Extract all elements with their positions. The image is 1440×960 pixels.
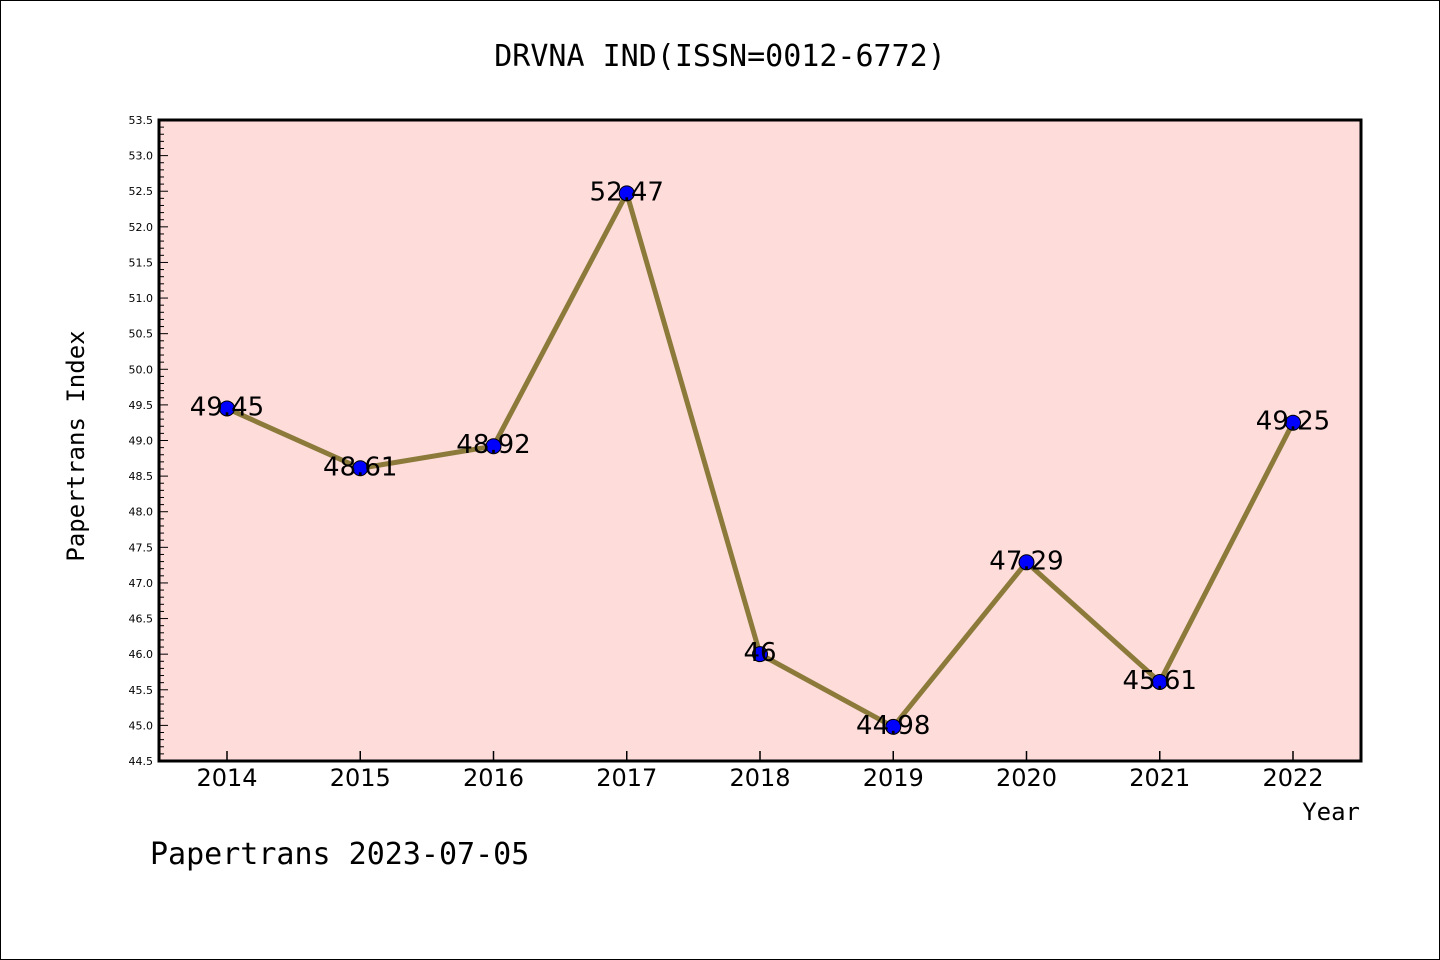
data-label: 49.25 (1256, 407, 1330, 437)
x-tick-label: 2014 (196, 764, 257, 792)
x-axis: 2014 2015 2016 2017 2018 2019 2020 2021 2022 (196, 751, 1324, 792)
y-tick-label: 47.0 (129, 577, 154, 590)
data-point (1285, 414, 1301, 431)
y-tick-label: 49.0 (129, 435, 154, 448)
x-tick-label: 2016 (463, 764, 524, 792)
data-point (618, 185, 635, 202)
data-label: 47.29 (989, 546, 1063, 576)
y-tick-label: 50.5 (129, 328, 154, 341)
data-label: 48.92 (456, 430, 530, 460)
x-tick-label: 2021 (1129, 764, 1190, 792)
y-axis-label: Papertrans Index (62, 330, 90, 561)
y-tick-label: 49.5 (129, 399, 154, 412)
data-point (885, 718, 902, 735)
data-label: 49.45 (190, 392, 264, 422)
y-axis: 44.5 45.0 45.5 46.0 46.5 47.0 47.5 48.0 48.5 49.0… (129, 114, 168, 768)
y-tick-label: 52.0 (129, 221, 154, 234)
data-label: 44.98 (856, 711, 930, 741)
data-point (752, 646, 768, 663)
y-tick-label: 46.5 (129, 613, 154, 626)
series-markers (219, 185, 1301, 735)
y-tick-label: 48.0 (129, 506, 154, 519)
y-tick-label: 46.0 (129, 648, 154, 661)
y-tick-label: 53.0 (129, 150, 154, 163)
y-tick-label: 50.0 (129, 363, 154, 376)
data-label: 48.61 (323, 452, 397, 482)
data-point (1018, 554, 1035, 571)
x-axis-label: Year (1302, 798, 1360, 826)
y-tick-label: 51.0 (129, 292, 154, 305)
x-tick-label: 2022 (1262, 764, 1323, 792)
y-tick-label: 44.5 (129, 755, 154, 768)
data-point (219, 400, 235, 417)
x-tick-label: 2018 (729, 764, 790, 792)
y-tick-label: 48.5 (129, 470, 154, 483)
data-label: 45.61 (1123, 666, 1197, 696)
y-tick-label: 45.5 (129, 684, 154, 697)
data-point (352, 460, 369, 477)
y-tick-label: 52.5 (129, 185, 154, 198)
data-label: 52.47 (590, 177, 664, 207)
y-tick-label: 53.5 (129, 114, 154, 127)
data-point (485, 438, 502, 455)
x-tick-label: 2017 (596, 764, 657, 792)
data-label: 46 (743, 638, 776, 668)
chart-title: DRVNA IND(ISSN=0012-6772) (494, 39, 946, 74)
y-tick-label: 45.0 (129, 719, 154, 732)
x-tick-label: 2019 (863, 764, 924, 792)
y-tick-label: 51.5 (129, 256, 154, 269)
data-point (1151, 673, 1168, 690)
data-labels: 49.45 48.61 48.92 52.47 46 44.98 47.29 45.61 49.… (190, 177, 1330, 740)
y-tick-label: 47.5 (129, 541, 154, 554)
footer-text: Papertrans 2023-07-05 (150, 837, 529, 872)
x-tick-label: 2020 (996, 764, 1057, 792)
x-tick-label: 2015 (330, 764, 391, 792)
